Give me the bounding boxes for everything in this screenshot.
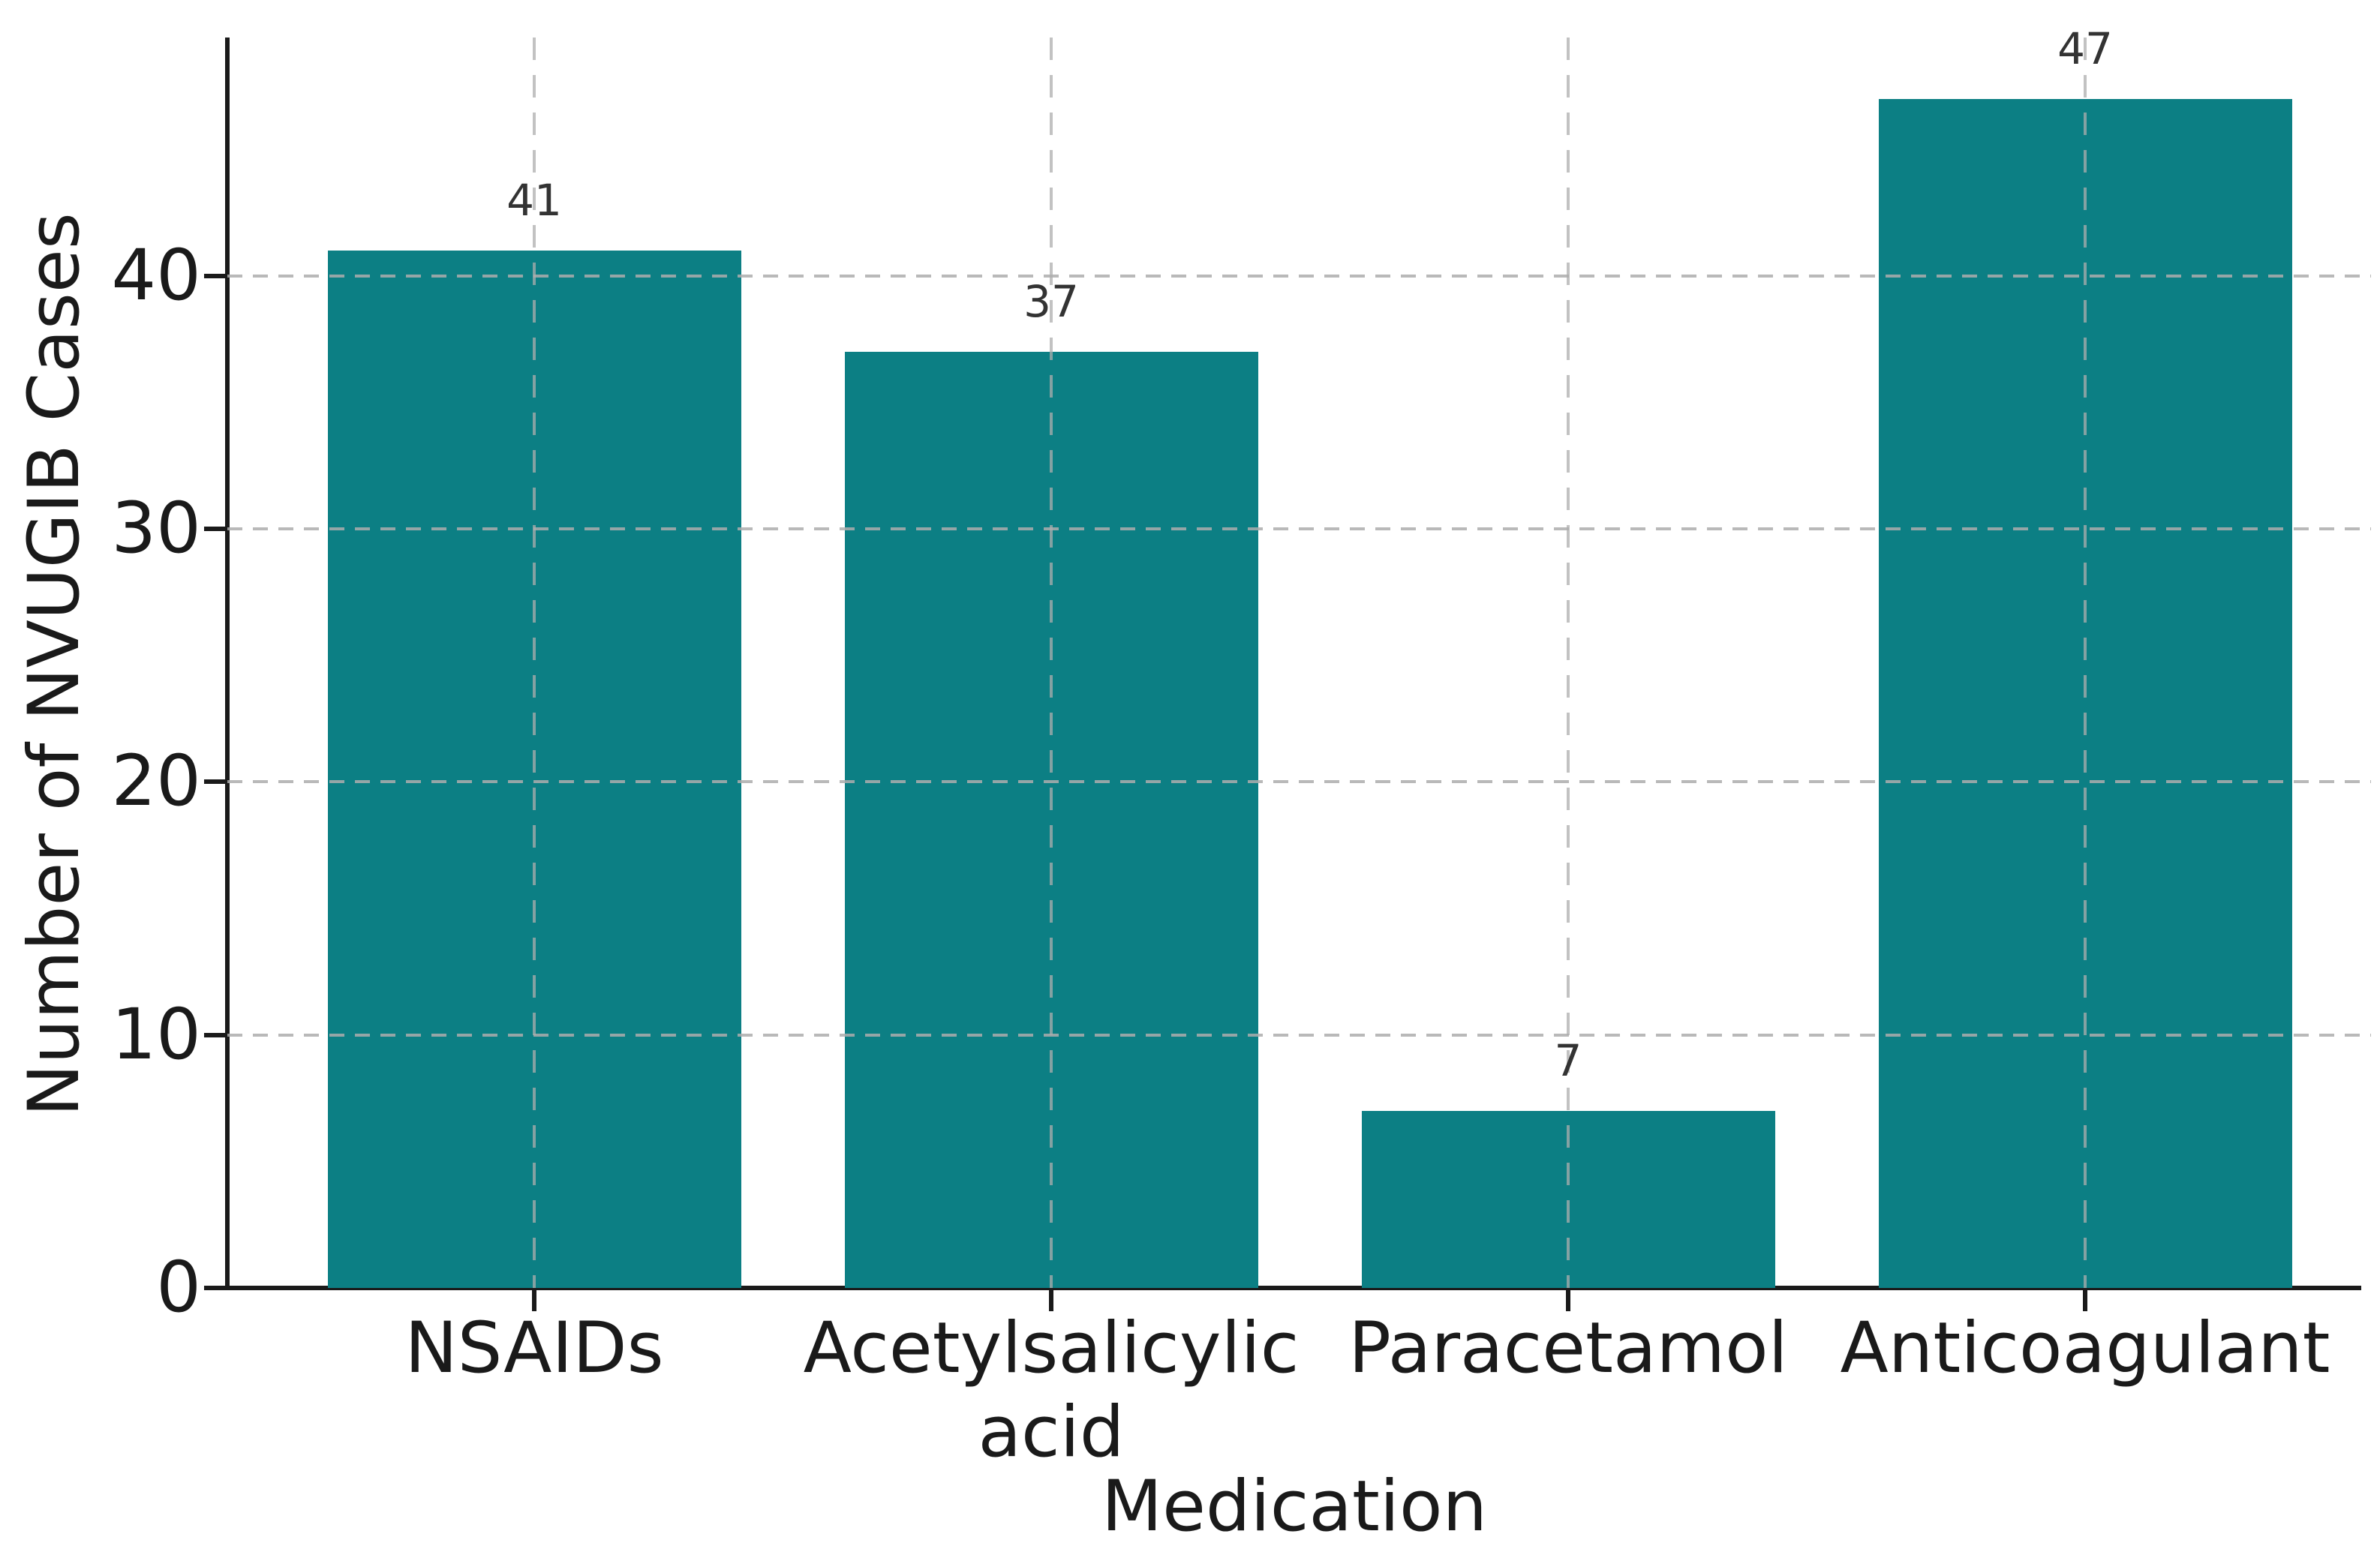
v-gridline [533, 38, 536, 1288]
y-tick [204, 274, 225, 278]
h-gridline [227, 275, 2371, 278]
y-tick-label: 40 [111, 235, 201, 317]
x-tick-label: Acetylsalicylic acid [803, 1307, 1300, 1473]
v-gridline [2084, 38, 2087, 1288]
h-gridline [227, 527, 2371, 530]
bar-value-label: 7 [1554, 1035, 1582, 1086]
x-tick [532, 1290, 536, 1311]
y-axis-spine [225, 38, 230, 1290]
bar-value-label: 37 [1023, 276, 1079, 327]
x-tick [1566, 1290, 1570, 1311]
v-gridline [1567, 38, 1570, 1288]
bar-value-label: 41 [506, 175, 562, 226]
y-tick [204, 527, 225, 531]
y-tick-label: 20 [111, 740, 201, 822]
x-axis-title: Medication [1101, 1466, 1488, 1547]
y-tick [204, 1033, 225, 1037]
y-tick [204, 1286, 225, 1290]
bar-value-label: 47 [2057, 23, 2113, 74]
x-axis-spine [225, 1286, 2361, 1290]
v-gridline [1050, 38, 1053, 1288]
x-tick-label: NSAIDs [404, 1307, 664, 1389]
x-tick [1049, 1290, 1053, 1311]
x-tick-label: Paracetamol [1348, 1307, 1788, 1389]
y-tick-label: 10 [111, 994, 201, 1076]
x-tick-label: Anticoagulant [1840, 1307, 2330, 1389]
x-tick [2083, 1290, 2087, 1311]
y-axis-title: Number of NVUGIB Cases [14, 212, 95, 1117]
y-tick-label: 30 [111, 488, 201, 569]
y-tick-label: 0 [156, 1247, 201, 1328]
h-gridline [227, 780, 2371, 783]
h-gridline [227, 1034, 2371, 1037]
y-tick [204, 779, 225, 784]
